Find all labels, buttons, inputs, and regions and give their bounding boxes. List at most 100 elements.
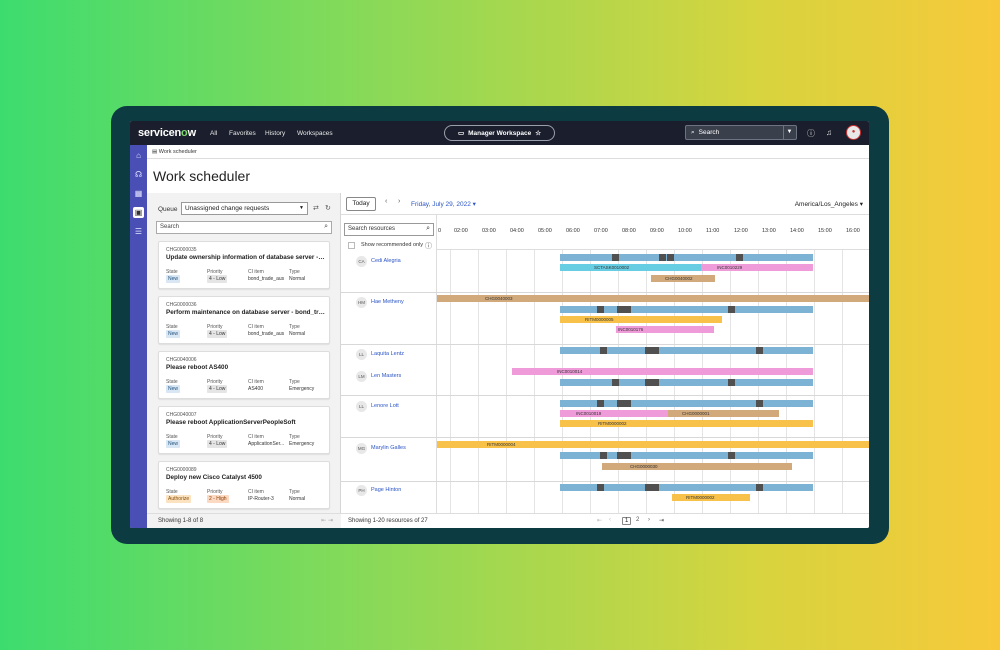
task-bar[interactable]: INC0010229	[701, 264, 813, 271]
global-search[interactable]: ⌕ Search	[685, 125, 797, 140]
break-block	[756, 484, 763, 491]
calendar-icon[interactable]: ▦	[134, 189, 143, 198]
breadcrumb-label[interactable]: Work scheduler	[158, 149, 197, 155]
today-button[interactable]: Today	[346, 197, 376, 211]
task-bar[interactable]: RITM0000002	[672, 494, 750, 501]
break-block	[652, 484, 659, 491]
user-avatar[interactable]: ●	[846, 125, 861, 140]
queue-pager[interactable]: ⇤ ⇥	[321, 518, 333, 524]
type-label: Type	[289, 434, 300, 440]
hour-label: 07:00	[594, 228, 608, 234]
task-bar[interactable]: RITM0000004	[437, 441, 869, 448]
timeline-grid: SCTASK0010002 INC0010229 CHG0040002 CHG0…	[437, 250, 869, 513]
state-label: State	[166, 269, 178, 275]
resource-name[interactable]: Cedi Alegria	[371, 258, 401, 264]
task-label: CHG0000030	[630, 464, 658, 469]
next-day-icon[interactable]: ›	[398, 198, 401, 205]
home-icon[interactable]: ⌂	[136, 151, 141, 160]
priority-label: Priority	[207, 434, 223, 440]
change-card[interactable]: CHG0000089 Deploy new Cisco Catalyst 450…	[158, 461, 330, 509]
shift-bar[interactable]	[560, 254, 813, 261]
queue-select[interactable]: Unassigned change requests ▼	[181, 202, 308, 215]
resource-row[interactable]: LL Lenore Lott	[341, 401, 437, 413]
resource-row[interactable]: MG Marylin Galles	[341, 443, 437, 455]
help-icon[interactable]: ⓘ	[807, 129, 815, 138]
task-bar[interactable]: CHG0040002	[651, 275, 715, 282]
task-bar[interactable]: INC0010176	[616, 326, 714, 333]
task-bar[interactable]: INC0010014	[512, 368, 813, 375]
info-icon[interactable]: ⓘ	[425, 243, 432, 250]
shift-bar[interactable]	[560, 400, 813, 407]
resource-row[interactable]: LM Len Masters	[341, 371, 437, 383]
headset-icon[interactable]: ☊	[134, 170, 143, 179]
last-page-icon[interactable]: ⇥	[659, 518, 665, 524]
change-card[interactable]: CHG0000035 Update ownership information …	[158, 241, 330, 289]
search-scope-dropdown[interactable]: ▼	[783, 126, 795, 139]
priority-badge: 4 - Low	[207, 385, 228, 393]
avatar: CA	[356, 256, 367, 267]
task-bar[interactable]: CHG0000030	[602, 463, 792, 470]
avatar: LL	[356, 401, 367, 412]
status-badge: New	[166, 385, 181, 393]
resource-row[interactable]: PH Page Hinton	[341, 485, 437, 497]
queue-panel: Queue Unassigned change requests ▼ ⇄ ↻ S…	[147, 193, 341, 528]
resource-search-input[interactable]: Search resources ⌕	[344, 223, 434, 236]
prev-day-icon[interactable]: ‹	[385, 198, 388, 205]
nav-all[interactable]: All	[210, 130, 218, 137]
resource-name[interactable]: Page Hinton	[371, 487, 402, 493]
change-card[interactable]: CHG0000036 Perform maintenance on databa…	[158, 296, 330, 344]
hour-label: 0	[438, 228, 442, 234]
resource-name[interactable]: Len Masters	[371, 373, 402, 379]
workspace-pill[interactable]: ▭ Manager Workspace ☆	[444, 125, 555, 141]
shift-bar[interactable]	[560, 484, 813, 491]
resource-row[interactable]: HM Hae Metheny	[341, 297, 437, 309]
bell-icon[interactable]: ♫	[826, 128, 832, 137]
hour-label: 03:00	[482, 228, 496, 234]
list-icon[interactable]: ☰	[134, 227, 143, 236]
change-card[interactable]: CHG0040006 Please reboot AS400 State Pri…	[158, 351, 330, 399]
first-page-icon[interactable]: ⇤	[597, 518, 603, 524]
ci-label: CI item	[248, 434, 264, 440]
resource-row[interactable]: LL Laquita Lentz	[341, 349, 437, 361]
servicenow-logo[interactable]: servicenow	[138, 127, 196, 139]
task-bar[interactable]: CHG0040003	[437, 295, 869, 302]
priority-badge: 4 - Low	[207, 275, 228, 283]
date-picker[interactable]: Friday, July 29, 2022 ▾	[411, 201, 476, 208]
shift-bar[interactable]	[560, 347, 813, 354]
queue-search-input[interactable]: Search ⌕	[156, 221, 332, 234]
break-block	[659, 254, 666, 261]
resource-name[interactable]: Hae Metheny	[371, 299, 404, 305]
swap-icon[interactable]: ⇄	[313, 205, 319, 212]
nav-workspaces[interactable]: Workspaces	[297, 130, 333, 137]
task-bar[interactable]: SCTASK0010002	[560, 264, 701, 271]
change-card[interactable]: CHG0040007 Please reboot ApplicationServ…	[158, 406, 330, 454]
type-value: Normal	[289, 276, 306, 282]
page-2[interactable]: 2	[636, 517, 640, 523]
prev-page-icon[interactable]: ‹	[609, 517, 611, 523]
task-bar[interactable]: CHG0000001	[668, 410, 779, 417]
break-block	[667, 254, 674, 261]
task-bar[interactable]: INC0010019	[560, 410, 668, 417]
scheduler-icon[interactable]: ▣	[133, 207, 144, 218]
break-block	[728, 306, 735, 313]
nav-favorites[interactable]: Favorites	[229, 130, 256, 137]
timezone-select[interactable]: America/Los_Angeles ▾	[794, 201, 863, 208]
nav-history[interactable]: History	[265, 130, 286, 137]
resource-name[interactable]: Laquita Lentz	[371, 351, 405, 357]
break-block	[728, 452, 735, 459]
refresh-icon[interactable]: ↻	[325, 205, 331, 212]
recommended-checkbox[interactable]	[348, 242, 355, 249]
avatar: LL	[356, 349, 367, 360]
resource-name[interactable]: Marylin Galles	[371, 445, 406, 451]
shift-bar[interactable]	[560, 379, 813, 386]
page-1[interactable]: 1	[622, 517, 632, 525]
ci-label: CI item	[248, 379, 264, 385]
shift-bar[interactable]	[560, 452, 813, 459]
resource-name[interactable]: Lenore Lott	[371, 403, 399, 409]
task-bar[interactable]: RITM0000002	[560, 420, 813, 427]
shift-bar[interactable]	[560, 306, 813, 313]
next-page-icon[interactable]: ›	[648, 517, 650, 523]
resource-row[interactable]: CA Cedi Alegria	[341, 256, 437, 268]
task-bar[interactable]: RITM0000005	[560, 316, 722, 323]
star-icon[interactable]: ☆	[535, 130, 542, 137]
